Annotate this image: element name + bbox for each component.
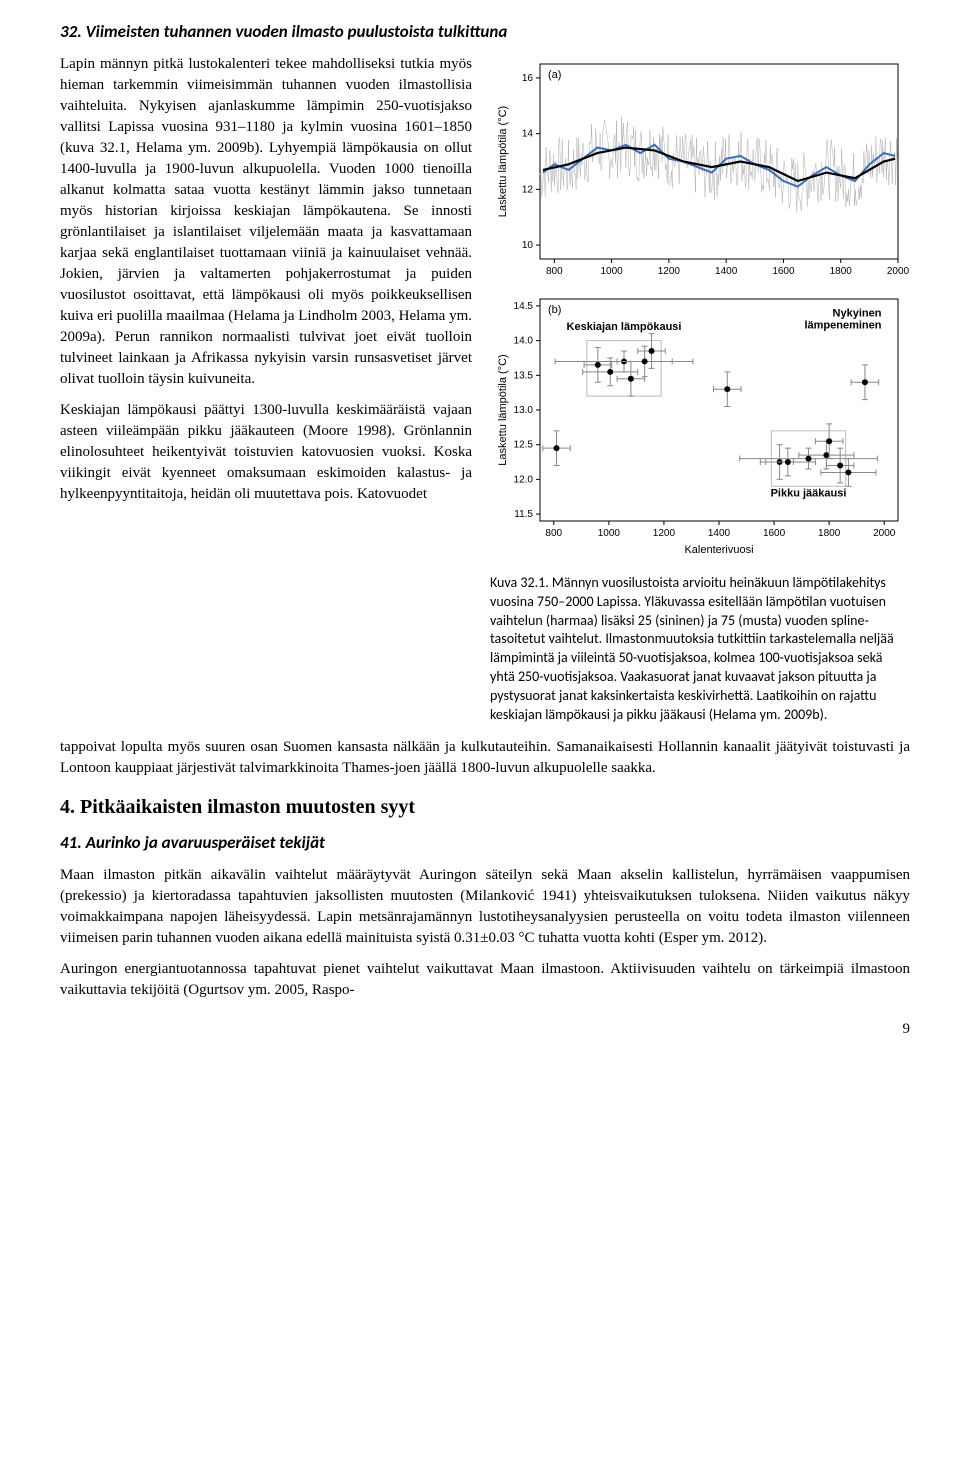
- chapter-4-heading: 4. Pitkäaikaisten ilmaston muutosten syy…: [60, 793, 910, 821]
- svg-text:Nykyinen: Nykyinen: [833, 307, 882, 319]
- figure-caption: Kuva 32.1. Männyn vuosilustoista arvioit…: [490, 574, 910, 725]
- paragraph-4: Auringon energiantuotannossa tapahtuvat …: [60, 959, 910, 1001]
- page-number: 9: [60, 1019, 910, 1040]
- figure-32-1: (a) 10 12 14 16 800 1000 1200 1400 1600 1800 2000 La…: [490, 54, 910, 568]
- left-text-column: Lapin männyn pitkä lustokalenteri tekee …: [60, 54, 472, 725]
- paragraph-2: Keskiajan lämpökausi päättyi 1300-luvull…: [60, 400, 472, 505]
- svg-text:(a): (a): [548, 69, 561, 81]
- paragraph-bridge: tappoivat lopulta myös suuren osan Suome…: [60, 737, 910, 779]
- chart-panel-b: (b) 11.5 12.0 12.5 13.0 13.5 14.0 14.5 800 1000 12…: [490, 291, 910, 561]
- svg-text:1400: 1400: [715, 266, 738, 277]
- svg-text:12.0: 12.0: [514, 474, 534, 485]
- section-41-heading: 41. Aurinko ja avaruusperäiset tekijät: [60, 831, 910, 855]
- svg-text:1800: 1800: [830, 266, 853, 277]
- svg-text:13.5: 13.5: [514, 370, 534, 381]
- svg-text:800: 800: [546, 266, 563, 277]
- svg-text:1600: 1600: [763, 528, 786, 539]
- section-heading: 32. Viimeisten tuhannen vuoden ilmasto p…: [60, 20, 910, 44]
- svg-text:800: 800: [545, 528, 562, 539]
- svg-text:1000: 1000: [600, 266, 623, 277]
- svg-text:Pikku jääkausi: Pikku jääkausi: [771, 488, 847, 500]
- svg-text:1200: 1200: [658, 266, 681, 277]
- right-figure-column: (a) 10 12 14 16 800 1000 1200 1400 1600 1800 2000 La…: [490, 54, 910, 725]
- svg-text:13.0: 13.0: [514, 405, 534, 416]
- two-column-layout: Lapin männyn pitkä lustokalenteri tekee …: [60, 54, 910, 725]
- svg-text:Laskettu lämpötila (°C): Laskettu lämpötila (°C): [497, 354, 509, 465]
- svg-text:2000: 2000: [873, 528, 896, 539]
- svg-text:1400: 1400: [708, 528, 731, 539]
- svg-text:12: 12: [522, 184, 534, 195]
- svg-text:Kalenterivuosi: Kalenterivuosi: [684, 544, 753, 556]
- svg-text:12.5: 12.5: [514, 439, 534, 450]
- svg-text:11.5: 11.5: [514, 509, 533, 520]
- svg-text:1000: 1000: [598, 528, 621, 539]
- paragraph-3: Maan ilmaston pitkän aikavälin vaihtelut…: [60, 865, 910, 949]
- svg-text:14: 14: [522, 128, 534, 139]
- svg-text:Keskiajan lämpökausi: Keskiajan lämpökausi: [567, 321, 682, 333]
- svg-text:Laskettu lämpötila (°C): Laskettu lämpötila (°C): [497, 106, 509, 217]
- svg-text:16: 16: [522, 73, 534, 84]
- svg-text:2000: 2000: [887, 266, 910, 277]
- svg-text:lämpeneminen: lämpeneminen: [804, 319, 881, 331]
- svg-text:14.5: 14.5: [514, 301, 534, 312]
- svg-text:10: 10: [522, 240, 534, 251]
- svg-text:1600: 1600: [772, 266, 795, 277]
- svg-text:14.0: 14.0: [514, 335, 534, 346]
- svg-text:1200: 1200: [653, 528, 676, 539]
- svg-text:(b): (b): [548, 304, 561, 316]
- svg-text:1800: 1800: [818, 528, 841, 539]
- chart-panel-a: (a) 10 12 14 16 800 1000 1200 1400 1600 1800 2000 La…: [490, 54, 910, 284]
- paragraph-1: Lapin männyn pitkä lustokalenteri tekee …: [60, 54, 472, 390]
